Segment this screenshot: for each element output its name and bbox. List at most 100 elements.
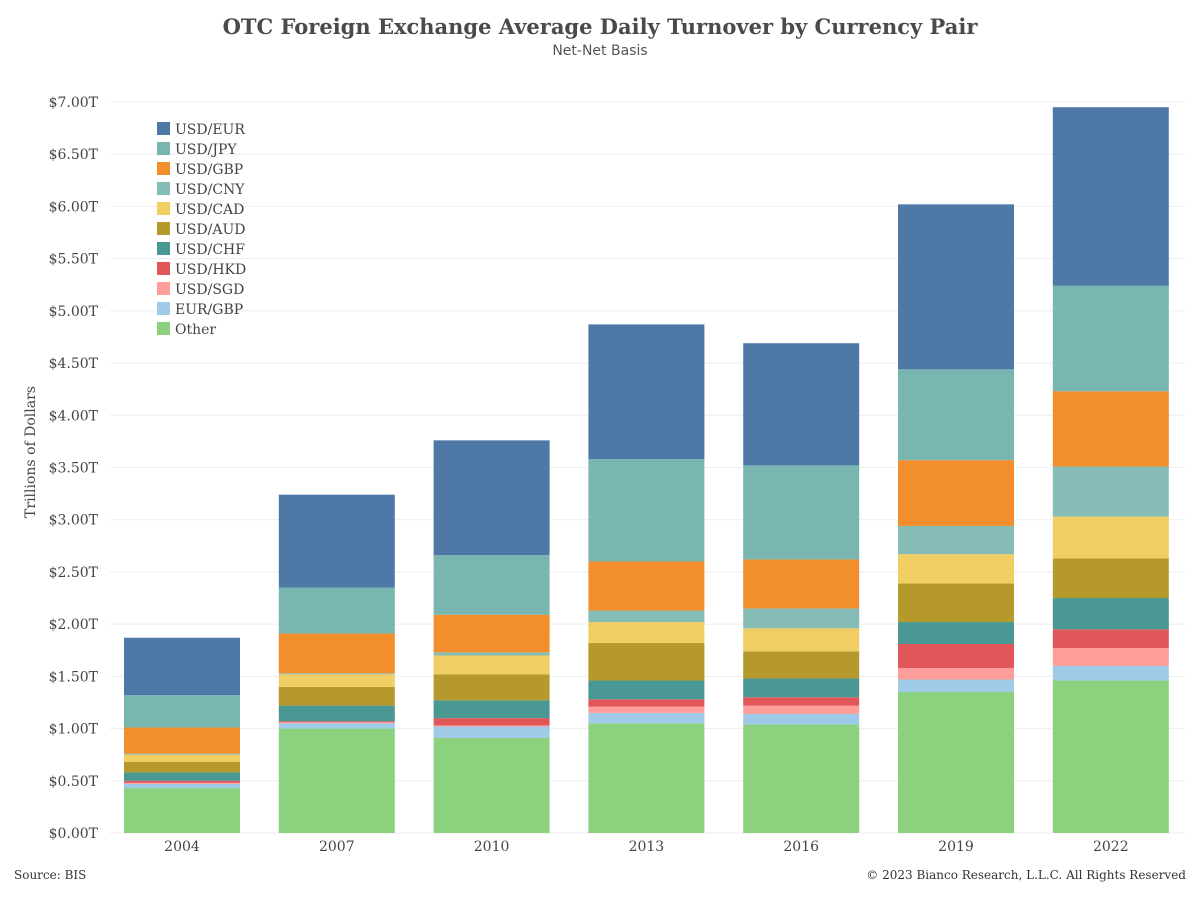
legend-label: USD/AUD	[175, 222, 245, 238]
bar-stack-2004	[124, 637, 240, 833]
x-tick-label: 2010	[474, 839, 510, 855]
bar-segment-usd-jpy-2016	[743, 465, 860, 560]
y-tick-label: $1.00T	[49, 722, 99, 738]
legend-swatch	[157, 282, 170, 295]
bar-segment-usd-cad-2010	[433, 655, 550, 675]
y-tick-label: $0.00T	[49, 826, 99, 842]
legend-item: USD/EUR	[157, 122, 245, 138]
legend-item: USD/AUD	[157, 222, 245, 238]
legend-item: USD/SGD	[157, 282, 244, 298]
bar-segment-other-2007	[278, 728, 395, 833]
legend-label: USD/SGD	[175, 282, 244, 298]
bar-segment-usd-gbp-2004	[124, 727, 240, 754]
bar-segment-usd-eur-2004	[124, 637, 240, 696]
bar-segment-eur-gbp-2013	[588, 712, 705, 724]
x-tick-label: 2013	[629, 839, 665, 855]
bar-segment-usd-aud-2004	[124, 761, 240, 773]
y-tick-label: $4.00T	[49, 408, 99, 424]
bar-segment-usd-jpy-2013	[588, 459, 705, 562]
bar-stack-2010	[433, 440, 550, 833]
copyright-note: © 2023 Bianco Research, L.L.C. All Right…	[866, 868, 1186, 882]
y-tick-label: $0.50T	[49, 774, 99, 790]
bar-segment-usd-cad-2004	[124, 754, 240, 762]
legend-swatch	[157, 242, 170, 255]
bar-segment-eur-gbp-2010	[433, 726, 550, 738]
legend-label: USD/CNY	[175, 182, 245, 198]
bar-segment-usd-hkd-2013	[588, 699, 705, 707]
bar-segment-usd-hkd-2007	[278, 721, 395, 723]
bar-segment-usd-gbp-2016	[743, 559, 860, 609]
legend-swatch	[157, 262, 170, 275]
bar-segment-usd-aud-2019	[898, 583, 1014, 623]
bar-segment-usd-cad-2007	[278, 674, 395, 687]
legend-item: EUR/GBP	[157, 302, 243, 318]
bar-segment-usd-jpy-2004	[124, 695, 240, 728]
bar-segment-usd-chf-2019	[898, 622, 1014, 644]
x-tick-label: 2007	[319, 839, 355, 855]
bar-segment-usd-cny-2007	[278, 673, 395, 675]
bar-segment-usd-cny-2013	[588, 610, 705, 623]
bar-segment-usd-eur-2010	[433, 440, 550, 556]
legend-label: USD/EUR	[175, 122, 245, 138]
bar-stack-2016	[743, 343, 860, 833]
bar-segment-usd-aud-2022	[1052, 558, 1169, 599]
legend-label: USD/HKD	[175, 262, 246, 278]
legend-label: USD/CHF	[175, 242, 245, 258]
x-tick-label: 2019	[938, 839, 974, 855]
chart-subtitle: Net-Net Basis	[552, 43, 648, 59]
legend-swatch	[157, 182, 170, 195]
legend-swatch	[157, 122, 170, 135]
bar-segment-usd-chf-2010	[433, 700, 550, 719]
bar-segment-usd-jpy-2007	[278, 587, 395, 634]
legend-item: USD/CHF	[157, 242, 245, 258]
bar-segment-usd-jpy-2022	[1052, 285, 1169, 392]
legend-label: USD/JPY	[175, 142, 237, 158]
bar-segment-usd-cad-2013	[588, 622, 705, 643]
bar-segment-eur-gbp-2022	[1052, 665, 1169, 681]
bars	[124, 107, 1169, 833]
y-tick-label: $7.00T	[49, 95, 99, 111]
bar-segment-usd-hkd-2010	[433, 718, 550, 726]
y-tick-label: $4.50T	[49, 356, 99, 372]
bar-segment-usd-gbp-2010	[433, 614, 550, 653]
bar-segment-usd-cad-2019	[898, 554, 1014, 584]
y-tick-label: $6.00T	[49, 199, 99, 215]
bar-segment-eur-gbp-2019	[898, 679, 1014, 693]
bar-stack-2013	[588, 324, 705, 833]
bar-segment-usd-cny-2004	[124, 753, 240, 755]
bar-segment-usd-eur-2016	[743, 343, 860, 466]
bar-segment-usd-hkd-2019	[898, 643, 1014, 669]
bar-segment-usd-jpy-2010	[433, 555, 550, 615]
bar-segment-usd-sgd-2022	[1052, 648, 1169, 666]
x-axis: 2004 2007 2010 2013 2016 2019 2022	[164, 839, 1128, 855]
bar-segment-usd-sgd-2007	[278, 722, 395, 724]
y-axis: $0.00T $0.50T $1.00T $1.50T $2.00T $2.50T $3.0…	[49, 95, 99, 842]
bar-segment-usd-sgd-2019	[898, 668, 1014, 680]
bar-segment-other-2013	[588, 723, 705, 833]
bar-segment-eur-gbp-2004	[124, 783, 240, 789]
bar-segment-usd-eur-2022	[1052, 107, 1169, 286]
legend-item: Other	[157, 322, 216, 338]
bar-segment-usd-eur-2013	[588, 324, 705, 460]
bar-segment-usd-aud-2013	[588, 642, 705, 681]
y-tick-label: $2.50T	[49, 565, 99, 581]
bar-segment-usd-chf-2007	[278, 705, 395, 722]
bar-segment-usd-hkd-2022	[1052, 629, 1169, 649]
bar-segment-usd-hkd-2004	[124, 780, 240, 783]
legend-swatch	[157, 162, 170, 175]
x-tick-label: 2016	[783, 839, 819, 855]
bar-segment-usd-gbp-2022	[1052, 391, 1169, 467]
bar-segment-usd-cny-2010	[433, 652, 550, 656]
legend-swatch	[157, 142, 170, 155]
bar-segment-usd-cad-2016	[743, 628, 860, 652]
bar-segment-usd-chf-2022	[1052, 598, 1169, 630]
legend-item: USD/GBP	[157, 162, 243, 178]
bar-segment-eur-gbp-2007	[278, 723, 395, 729]
bar-segment-usd-chf-2013	[588, 680, 705, 700]
y-tick-label: $6.50T	[49, 147, 99, 163]
y-tick-label: $5.50T	[49, 252, 99, 268]
y-tick-label: $3.50T	[49, 461, 99, 477]
y-tick-label: $5.00T	[49, 304, 99, 320]
legend-label: EUR/GBP	[175, 302, 243, 318]
bar-segment-usd-chf-2016	[743, 678, 860, 698]
